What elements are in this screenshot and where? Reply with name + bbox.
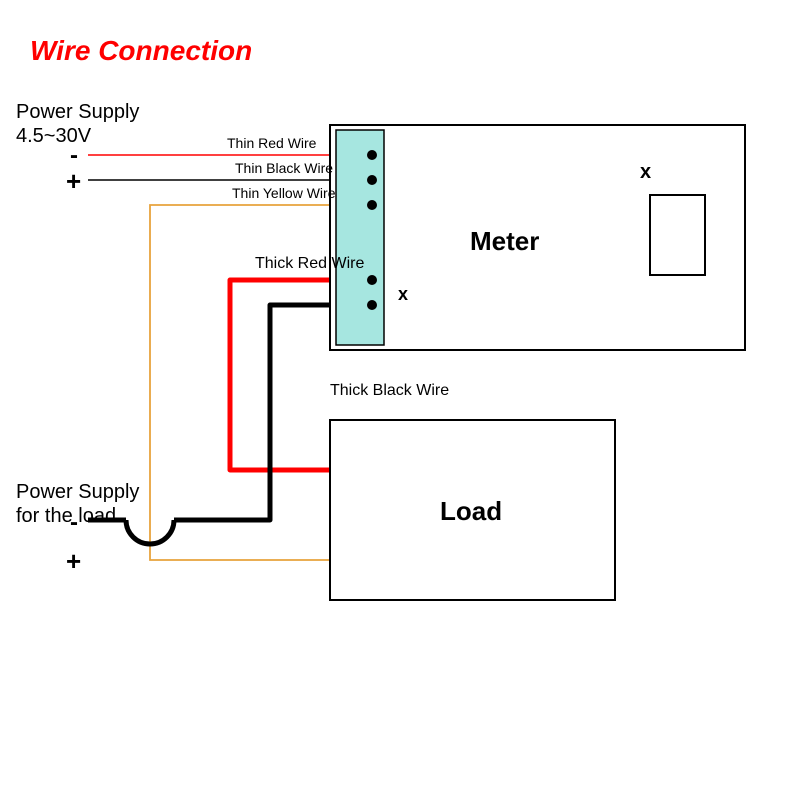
meter-pin	[367, 150, 377, 160]
load-label: Load	[440, 496, 502, 526]
wiring-diagram: Wire Connection x x Meter Load Thin Red Wire T…	[0, 0, 800, 800]
x-mark: x	[640, 161, 651, 183]
thick-black-wire-label: Thick Black Wire	[330, 382, 449, 399]
power-supply-meter-line1: Power Supply	[16, 101, 139, 123]
meter-pin	[367, 275, 377, 285]
thin-black-wire-label: Thin Black Wire	[235, 160, 333, 176]
meter-pin	[367, 175, 377, 185]
power-supply-load-line1: Power Supply	[16, 481, 139, 503]
meter-minus-icon: -	[70, 142, 78, 169]
x-mark: x	[398, 284, 408, 304]
meter-connector	[336, 130, 384, 345]
meter-pin	[367, 300, 377, 310]
power-supply-meter-line2: 4.5~30V	[16, 125, 92, 147]
power-supply-load-line2: for the load	[16, 505, 116, 527]
meter-label: Meter	[470, 226, 539, 256]
thin-yellow-wire-label: Thin Yellow Wire	[232, 185, 336, 201]
thick-red-wire-label: Thick Red Wire	[255, 255, 364, 272]
thin-red-wire-label: Thin Red Wire	[227, 135, 317, 151]
meter-pin	[367, 200, 377, 210]
load-minus-icon: -	[70, 509, 78, 536]
meter-plus-icon: +	[66, 166, 81, 196]
diagram-title: Wire Connection	[30, 35, 252, 66]
load-plus-icon: +	[66, 546, 81, 576]
